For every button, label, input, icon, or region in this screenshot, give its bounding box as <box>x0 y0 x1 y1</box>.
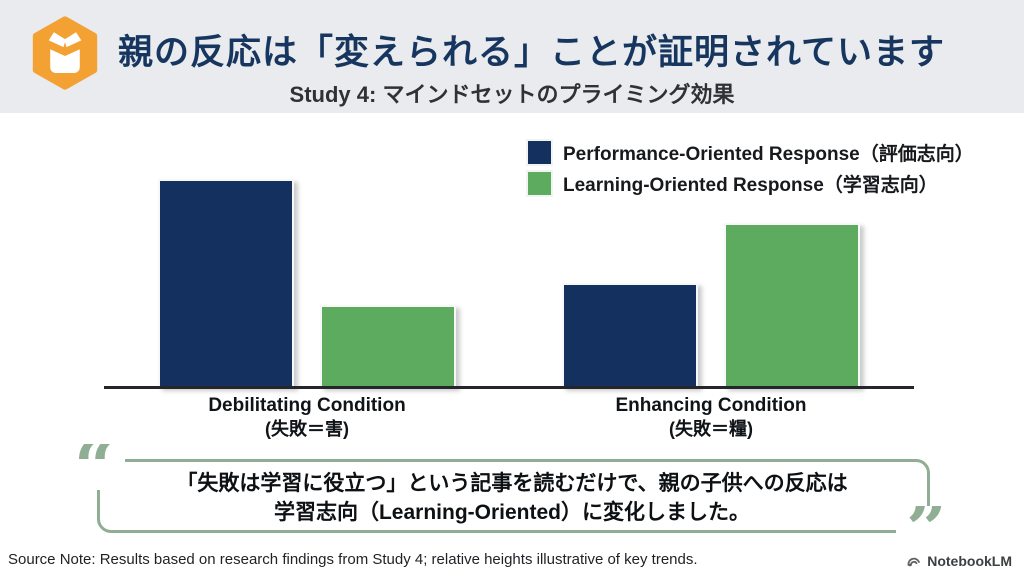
header: 親の反応は「変えられる」ことが証明されています Study 4: マインドセット… <box>0 0 1024 113</box>
brand-badge: NotebookLM <box>906 553 1012 569</box>
category-label-en: Debilitating Condition <box>208 395 406 416</box>
bar-learning-0 <box>320 305 456 388</box>
legend-swatch-performance <box>528 140 551 164</box>
category-label-en: Enhancing Condition <box>615 395 807 416</box>
source-note: Source Note: Results based on research f… <box>8 551 698 568</box>
category-label-debilitating: Debilitating Condition (失敗＝害) <box>147 394 467 441</box>
legend-label-performance: Performance-Oriented Response（評価志向） <box>563 143 974 165</box>
category-label-jp: (失敗＝糧) <box>669 419 753 439</box>
close-quote-icon: ” <box>896 506 952 552</box>
open-box-logo-icon <box>32 16 98 90</box>
quote-box <box>97 459 930 533</box>
page-subtitle: Study 4: マインドセットのプライミング効果 <box>289 82 735 107</box>
legend-swatch-learning <box>528 171 551 195</box>
quote-text-line2: 学習志向（Learning-Oriented）に変化しました。 <box>273 501 751 524</box>
legend-item-learning: Learning-Oriented Response（学習志向） <box>528 170 974 196</box>
brand-label: NotebookLM <box>927 553 1012 569</box>
legend-label-learning: Learning-Oriented Response（学習志向） <box>563 174 938 196</box>
bar-performance-1 <box>562 283 698 388</box>
bar-performance-0 <box>158 179 294 388</box>
legend-item-performance: Performance-Oriented Response（評価志向） <box>528 139 974 165</box>
bar-learning-1 <box>724 223 860 388</box>
page-title: 親の反応は「変えられる」ことが証明されています <box>118 33 945 72</box>
category-label-jp: (失敗＝害) <box>265 419 349 439</box>
quote-text-line1: 「失敗は学習に役立つ」という記事を読むだけで、親の子供への反応は <box>176 472 848 495</box>
category-label-enhancing: Enhancing Condition (失敗＝糧) <box>551 394 871 441</box>
x-axis-line <box>104 386 914 389</box>
chart-legend: Performance-Oriented Response（評価志向） Lear… <box>528 139 974 201</box>
open-quote-icon: “ <box>70 444 126 490</box>
notebooklm-icon <box>907 557 921 567</box>
